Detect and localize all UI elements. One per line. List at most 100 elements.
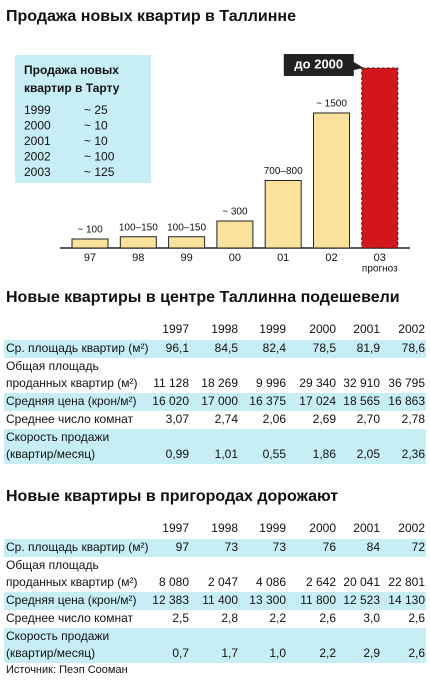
cell-value: 11 800 [300,593,336,607]
cell-value: 32 910 [343,376,380,390]
x-tick-label: 03 [374,252,386,264]
bar-value-label: ~ 100 [77,225,103,236]
x-tick-label: 99 [180,252,192,264]
row-label: Среднее число комнат [6,412,134,426]
column-header: 1999 [259,521,286,535]
row-label: проданных квартир (м²) [6,376,138,390]
row-label: Средняя цена (крон/м²) [6,593,137,607]
cell-value: 16 375 [249,394,286,408]
row-band [4,628,426,663]
cell-value: 2,9 [363,646,380,660]
cell-value: 72 [412,540,426,554]
column-header: 2002 [398,322,425,336]
inset-year: 2000 [24,119,51,133]
column-header: 2001 [353,322,380,336]
column-header: 2002 [398,521,425,535]
cell-value: 2,2 [269,611,286,625]
chart-title: Продажа новых квартир в Таллинне [6,8,296,25]
cell-value: 2,36 [402,447,426,461]
cell-value: 82,4 [263,341,287,355]
inset-value: ~ 10 [84,134,108,148]
row-label: Ср. площадь квартир (м²) [6,341,148,355]
bar [264,180,302,249]
cell-value: 2,2 [319,646,336,660]
cell-value: 0,7 [172,646,189,660]
cell-value: 2,05 [357,447,381,461]
cell-value: 0,55 [263,447,287,461]
column-header: 1997 [162,322,189,336]
cell-value: 11 128 [153,376,189,390]
cell-value: 3,0 [363,611,380,625]
cell-value: 2,74 [215,412,239,426]
cell-value: 84,5 [215,341,239,355]
row-label: (квартир/месяц) [6,646,95,660]
row-label: Скорость продажи [6,629,109,643]
cell-value: 11 400 [202,593,238,607]
cell-value: 2,06 [263,412,287,426]
cell-value: 29 340 [299,376,336,390]
x-tick-label: 00 [229,252,241,264]
row-label: Скорость продажи [6,430,109,444]
x-tick-label: 98 [132,252,144,264]
row-band [4,393,426,411]
source: Источник: Пеэп Сооман [6,664,128,676]
bar [119,236,157,249]
cell-value: 12 383 [152,593,189,607]
row-label: Ср. площадь квартир (м²) [6,540,148,554]
row-label: Средняя цена (крон/м²) [6,394,137,408]
cell-value: 2 642 [306,575,336,589]
x-tick-label: 02 [325,252,337,264]
table-title: Новые квартиры в центре Таллинна подешев… [6,289,400,306]
column-header: 1998 [211,322,238,336]
cell-value: 2,6 [408,646,425,660]
cell-value: 76 [323,540,337,554]
cell-value: 12 523 [343,593,380,607]
row-label: Общая площадь [6,359,99,373]
x-tick-label: 01 [277,252,289,264]
cell-value: 3,07 [166,412,190,426]
cell-value: 1,86 [313,447,337,461]
row-band [4,592,426,610]
bar-value-label: 100–150 [167,222,206,233]
row-band [4,539,426,557]
column-header: 1997 [162,521,189,535]
row-label: проданных квартир (м²) [6,575,138,589]
cell-value: 1,01 [215,447,239,461]
inset-value: ~ 25 [84,103,108,117]
inset-title: Продажа новых [24,63,119,77]
inset-box [15,55,151,183]
cell-value: 73 [225,540,239,554]
column-header: 2000 [309,322,336,336]
cell-value: 81,9 [357,341,381,355]
inset-value: ~ 125 [84,165,115,179]
cell-value: 20 041 [343,575,380,589]
cell-value: 73 [273,540,287,554]
cell-value: 1,0 [269,646,286,660]
cell-value: 14 130 [388,593,425,607]
row-label: (квартир/месяц) [6,447,95,461]
cell-value: 13 300 [249,593,286,607]
cell-value: 84 [367,540,381,554]
cell-value: 36 795 [388,376,425,390]
row-band [4,340,426,358]
cell-value: 8 080 [159,575,189,589]
cell-value: 9 996 [256,376,286,390]
cell-value: 78,6 [402,341,426,355]
row-label: Среднее число комнат [6,611,134,625]
inset-year: 1999 [24,103,51,117]
callout [283,54,364,76]
inset-year: 2001 [24,134,51,148]
inset-title: квартир в Тарту [24,81,120,95]
column-header: 1998 [211,521,238,535]
bar [168,236,206,249]
cell-value: 16 863 [388,394,425,408]
bar [313,112,350,249]
cell-value: 97 [176,540,190,554]
inset-value: ~ 100 [84,150,115,164]
bar-value-label: ~ 300 [222,207,248,218]
column-header: 2001 [353,521,380,535]
cell-value: 2,78 [402,412,426,426]
cell-value: 18 565 [343,394,380,408]
inset-year: 2002 [24,150,51,164]
